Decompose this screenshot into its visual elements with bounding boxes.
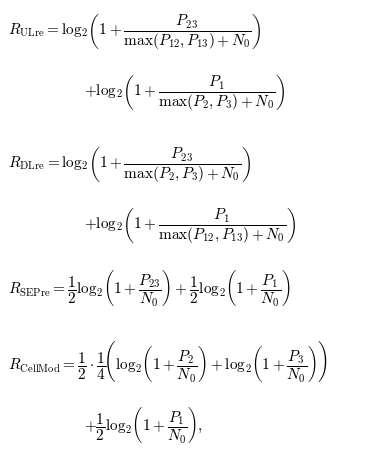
Text: $R_{\mathrm{CellMod}} = \dfrac{1}{2}\cdot\dfrac{1}{4}\!\left(\log_2\!\left(1+\df: $R_{\mathrm{CellMod}} = \dfrac{1}{2}\cdo… bbox=[8, 339, 327, 384]
Text: $+\dfrac{1}{2}\log_2\!\left(1+\dfrac{P_1}{N_0}\right),$: $+\dfrac{1}{2}\log_2\!\left(1+\dfrac{P_1… bbox=[84, 405, 203, 445]
Text: $R_{\mathrm{ULre}} = \log_2\!\left(1+\dfrac{P_{23}}{\max(P_{12},P_{13})+N_0}\rig: $R_{\mathrm{ULre}} = \log_2\!\left(1+\df… bbox=[8, 12, 261, 51]
Text: $+\log_2\!\left(1+\dfrac{P_1}{\max(P_{12},P_{13})+N_0}\right)$: $+\log_2\!\left(1+\dfrac{P_1}{\max(P_{12… bbox=[84, 206, 296, 245]
Text: $R_{\mathrm{DLre}} = \log_2\!\left(1+\dfrac{P_{23}}{\max(P_2,P_3)+N_0}\right)$: $R_{\mathrm{DLre}} = \log_2\!\left(1+\df… bbox=[8, 145, 251, 183]
Text: $R_{\mathrm{SEPre}} = \dfrac{1}{2}\log_2\!\left(1+\dfrac{P_{23}}{N_0}\right)+\df: $R_{\mathrm{SEPre}} = \dfrac{1}{2}\log_2… bbox=[8, 268, 290, 308]
Text: $+\log_2\!\left(1+\dfrac{P_1}{\max(P_2,P_3)+N_0}\right)$: $+\log_2\!\left(1+\dfrac{P_1}{\max(P_2,P… bbox=[84, 73, 285, 112]
